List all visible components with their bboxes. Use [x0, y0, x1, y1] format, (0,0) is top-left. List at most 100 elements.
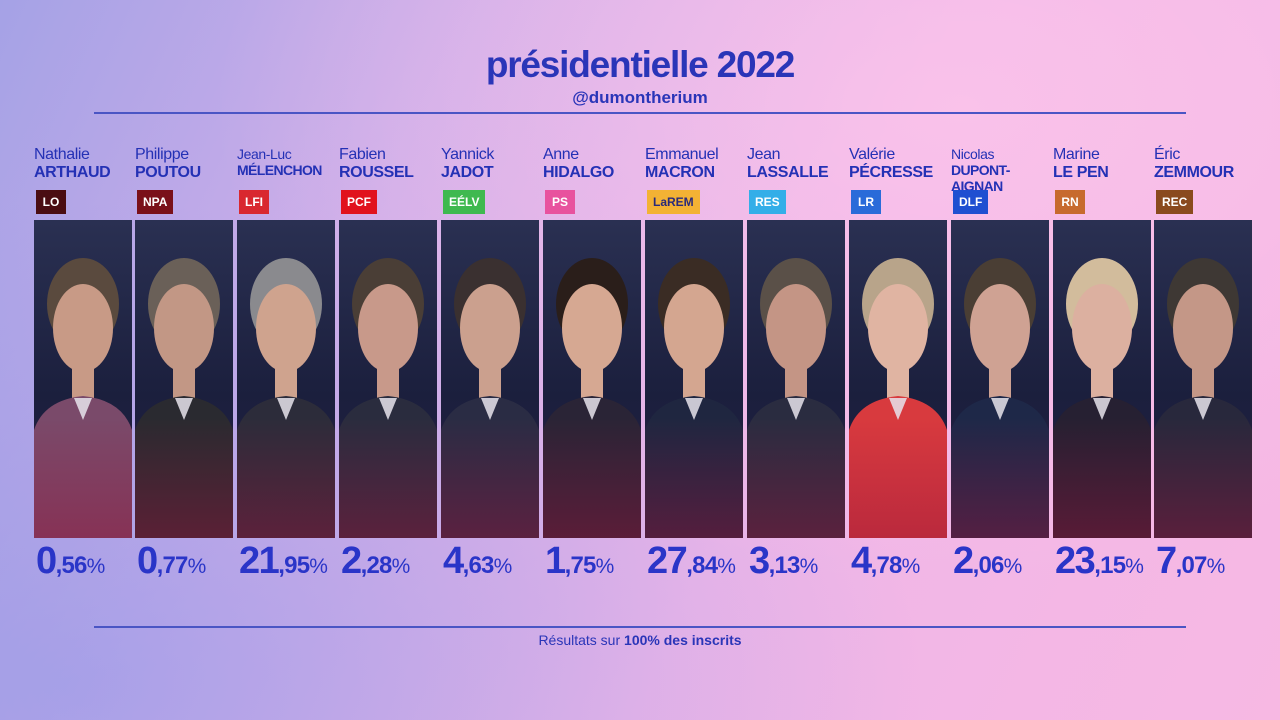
candidate-card: Marine LE PEN RN 23,15%: [1053, 0, 1153, 600]
candidate-name: Yannick JADOT: [441, 146, 561, 182]
candidate-last-name: LE PEN: [1053, 164, 1109, 181]
candidate-card: Valérie PÉCRESSE LR 4,78%: [849, 0, 949, 600]
portrait-silhouette: [849, 258, 947, 538]
portrait-silhouette: [135, 258, 233, 538]
candidate-first-name: Jean-Luc: [237, 146, 292, 162]
candidate-first-name: Éric: [1154, 146, 1180, 163]
portrait-silhouette: [747, 258, 845, 538]
candidate-last-name: PÉCRESSE: [849, 164, 933, 181]
candidate-first-name: Philippe: [135, 146, 189, 163]
candidate-name: Nathalie ARTHAUD: [34, 146, 154, 182]
candidate-card: Jean LASSALLE RES 3,13%: [747, 0, 847, 600]
vote-percentage-decimal: ,13: [768, 552, 801, 579]
candidate-first-name: Marine: [1053, 146, 1100, 163]
candidate-portrait: [339, 220, 437, 538]
portrait-silhouette: [339, 258, 437, 538]
party-badge: LO: [36, 190, 66, 214]
vote-percentage-integer: 27: [647, 540, 688, 582]
candidate-card: Yannick JADOT EÉLV 4,63%: [441, 0, 541, 600]
portrait-silhouette: [441, 258, 539, 538]
candidate-portrait: [237, 220, 335, 538]
divider-top: [94, 112, 1186, 114]
portrait-silhouette: [645, 258, 743, 538]
vote-percentage-integer: 7: [1156, 540, 1177, 582]
candidate-first-name: Nathalie: [34, 146, 90, 163]
candidate-name: Fabien ROUSSEL: [339, 146, 459, 182]
party-badge: PS: [545, 190, 575, 214]
vote-percentage-decimal: ,95: [278, 552, 310, 579]
candidate-portrait: [34, 220, 132, 538]
candidate-card: Nathalie ARTHAUD LO 0,56%: [34, 0, 134, 600]
candidate-last-name: ROUSSEL: [339, 164, 414, 181]
vote-percentage-decimal: ,06: [972, 552, 1005, 579]
candidate-name: Valérie PÉCRESSE: [849, 146, 969, 182]
candidate-portrait: [135, 220, 233, 538]
candidate-name: Jean-Luc MÉLENCHON: [237, 146, 357, 178]
candidate-portrait: [645, 220, 743, 538]
percent-sign: %: [1206, 555, 1226, 578]
vote-percentage-decimal: ,84: [686, 552, 718, 579]
candidate-last-name: MACRON: [645, 164, 715, 181]
vote-percentage-decimal: ,15: [1094, 552, 1126, 579]
vote-percentage: 4,78%: [851, 540, 920, 583]
percent-sign: %: [86, 555, 106, 578]
candidate-first-name: Fabien: [339, 146, 386, 163]
vote-percentage-integer: 1: [545, 540, 566, 582]
candidate-name: Anne HIDALGO: [543, 146, 663, 182]
footer-prefix: Résultats sur: [538, 632, 625, 648]
candidate-first-name: Jean: [747, 146, 781, 163]
vote-percentage: 7,07%: [1156, 540, 1225, 583]
candidate-card: Jean-Luc MÉLENCHON LFI 21,95%: [237, 0, 337, 600]
vote-percentage-integer: 2: [341, 540, 362, 582]
party-badge: PCF: [341, 190, 377, 214]
candidate-first-name: Anne: [543, 146, 579, 163]
candidate-first-name: Valérie: [849, 146, 895, 163]
vote-percentage-integer: 2: [953, 540, 974, 582]
party-badge: LaREM: [647, 190, 700, 214]
candidate-card: Nicolas DUPONT- AIGNAN DLF 2,06%: [951, 0, 1051, 600]
vote-percentage-decimal: ,56: [55, 552, 88, 579]
candidate-first-name: Emmanuel: [645, 146, 719, 163]
percent-sign: %: [493, 555, 513, 578]
percent-sign: %: [1003, 555, 1023, 578]
candidate-last-name: ARTHAUD: [34, 164, 111, 181]
percent-sign: %: [799, 555, 819, 578]
vote-percentage-integer: 0: [137, 540, 158, 582]
candidate-name: Philippe POUTOU: [135, 146, 255, 182]
candidate-portrait: [849, 220, 947, 538]
vote-percentage-integer: 23: [1055, 540, 1096, 582]
party-badge: LR: [851, 190, 881, 214]
author-handle: @dumontherium: [572, 88, 708, 107]
candidate-first-name: Yannick: [441, 146, 494, 163]
percent-sign: %: [717, 555, 736, 578]
vote-percentage-decimal: ,63: [462, 552, 495, 579]
portrait-silhouette: [34, 258, 132, 538]
vote-percentage: 2,28%: [341, 540, 410, 583]
vote-percentage-decimal: ,28: [360, 552, 393, 579]
vote-percentage: 0,56%: [36, 540, 105, 583]
vote-percentage-decimal: ,75: [564, 552, 597, 579]
vote-percentage-decimal: ,07: [1175, 552, 1208, 579]
percent-sign: %: [901, 555, 921, 578]
candidate-last-name: DUPONT-: [951, 162, 1010, 178]
footer-note: Résultats sur 100% des inscrits: [0, 632, 1280, 648]
page-title: présidentielle 2022: [485, 44, 796, 85]
portrait-silhouette: [1053, 258, 1151, 538]
percent-sign: %: [187, 555, 207, 578]
vote-percentage: 27,84%: [647, 540, 736, 583]
candidate-card: Éric ZEMMOUR REC 7,07%: [1154, 0, 1254, 600]
party-badge: RN: [1055, 190, 1085, 214]
candidate-card: Anne HIDALGO PS 1,75%: [543, 0, 643, 600]
vote-percentage-decimal: ,78: [870, 552, 903, 579]
candidate-last-name: POUTOU: [135, 164, 201, 181]
vote-percentage: 4,63%: [443, 540, 512, 583]
vote-percentage-integer: 3: [749, 540, 770, 582]
candidate-card: Philippe POUTOU NPA 0,77%: [135, 0, 235, 600]
portrait-silhouette: [1154, 258, 1252, 538]
candidate-card: Fabien ROUSSEL PCF 2,28%: [339, 0, 439, 600]
candidate-portrait: [1154, 220, 1252, 538]
candidate-name: Marine LE PEN: [1053, 146, 1173, 182]
vote-percentage: 21,95%: [239, 540, 328, 583]
vote-percentage: 23,15%: [1055, 540, 1144, 583]
portrait-silhouette: [543, 258, 641, 538]
